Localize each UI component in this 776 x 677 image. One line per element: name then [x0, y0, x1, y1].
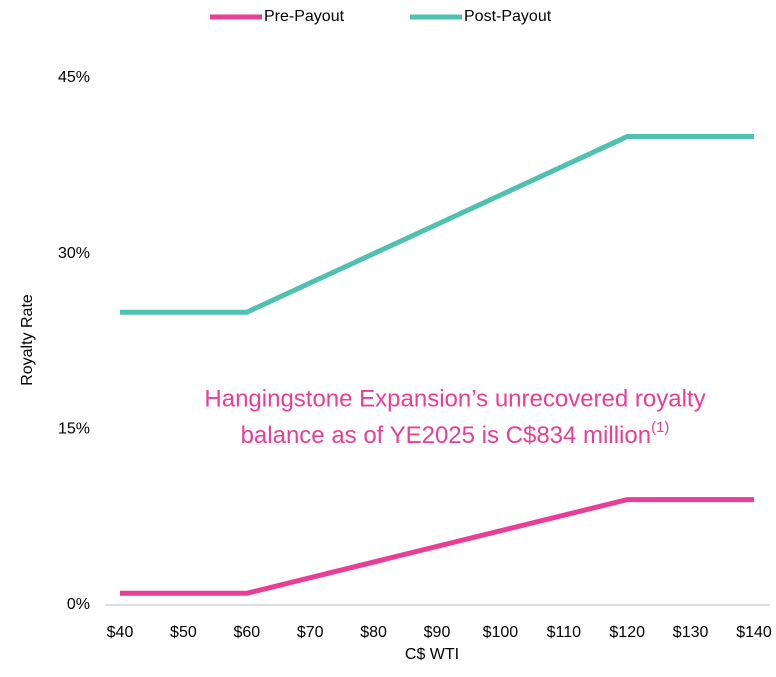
x-tick-label: $130	[673, 624, 709, 641]
legend-label: Pre-Payout	[264, 8, 345, 25]
x-tick-label: $120	[609, 624, 645, 641]
annotation-note: (1)	[651, 419, 669, 436]
annotation-line: Hangingstone Expansion’s unrecovered roy…	[204, 385, 705, 412]
x-tick-label: $60	[233, 624, 260, 641]
annotation-line: balance as of YE2025 is C$834 million(1)	[241, 419, 670, 449]
y-tick-label: 15%	[58, 421, 90, 438]
x-tick-label: $140	[736, 624, 772, 641]
x-tick-label: $90	[424, 624, 451, 641]
series-line	[120, 134, 754, 315]
x-tick-label: $50	[170, 624, 197, 641]
y-tick-label: 45%	[58, 69, 90, 86]
y-tick-label: 0%	[67, 596, 90, 613]
x-tick-label: $100	[483, 624, 519, 641]
annotation-text: balance as of YE2025 is C$834 million	[241, 422, 651, 449]
y-axis-title: Royalty Rate	[19, 294, 36, 386]
x-tick-label: $80	[360, 624, 387, 641]
y-tick-label: 30%	[58, 245, 90, 262]
x-tick-label: $70	[297, 624, 324, 641]
series-line	[120, 497, 754, 596]
legend-label: Post-Payout	[464, 8, 552, 25]
x-tick-label: $40	[107, 624, 134, 641]
x-tick-label: $110	[547, 624, 582, 641]
x-axis-title: C$ WTI	[405, 646, 459, 663]
